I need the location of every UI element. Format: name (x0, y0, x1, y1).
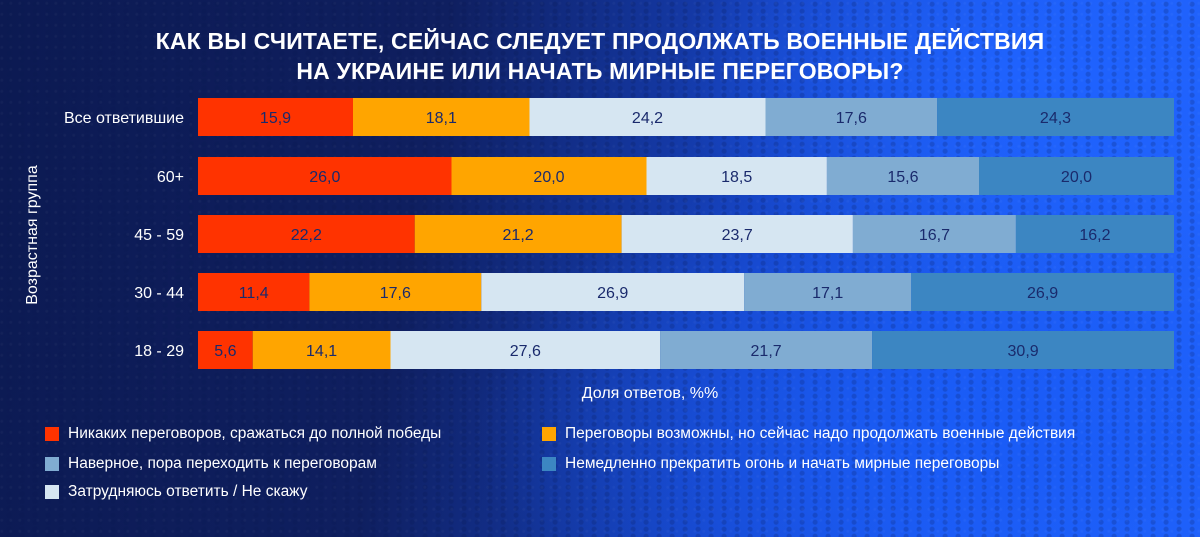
value-label: 30,9 (1008, 343, 1039, 360)
value-label: 22,2 (291, 227, 322, 244)
legend-swatch (45, 427, 59, 441)
legend-swatch (45, 457, 59, 471)
bar-segment (826, 157, 979, 195)
legend-swatch (542, 427, 556, 441)
value-label: 20,0 (533, 169, 564, 186)
value-label: 24,3 (1040, 110, 1071, 127)
bar-segment (198, 98, 353, 136)
value-label: 20,0 (1061, 169, 1092, 186)
bar-segment (765, 98, 938, 136)
legend-item-continue-military: Переговоры возможны, но сейчас надо прод… (542, 424, 1075, 444)
legend-item-no-negotiations: Никаких переговоров, сражаться до полной… (45, 424, 441, 444)
value-label: 17,6 (836, 110, 867, 127)
value-label: 15,6 (887, 169, 918, 186)
legend-item-time-to-negotiate: Наверное, пора переходить к переговорам (45, 454, 377, 474)
legend-label: Немедленно прекратить огонь и начать мир… (565, 455, 1000, 472)
chart-title-line-2: НА УКРАИНЕ ИЛИ НАЧАТЬ МИРНЫЕ ПЕРЕГОВОРЫ? (296, 58, 904, 84)
bar-segment (198, 215, 415, 253)
value-label: 27,6 (510, 343, 541, 360)
legend-label: Переговоры возможны, но сейчас надо прод… (565, 425, 1076, 442)
legend-label: Затрудняюсь ответить / Не скажу (68, 483, 308, 500)
bar-segment (979, 157, 1174, 195)
value-label: 24,2 (632, 110, 663, 127)
bar-segment (1015, 215, 1174, 253)
legend-label: Наверное, пора переходить к переговорам (68, 455, 377, 472)
category-label: 60+ (157, 169, 184, 186)
bar-segment (937, 98, 1174, 136)
category-label: 18 - 29 (134, 343, 184, 360)
value-label: 16,7 (919, 227, 950, 244)
value-label: 17,6 (380, 285, 411, 302)
bar-segment (621, 215, 853, 253)
value-label: 21,7 (751, 343, 782, 360)
chart-title-line-1: КАК ВЫ СЧИТАЕТЕ, СЕЙЧАС СЛЕДУЕТ ПРОДОЛЖА… (155, 28, 1045, 54)
x-axis-label: Доля ответов, %% (582, 385, 718, 402)
bar-segment (852, 215, 1016, 253)
value-label: 16,2 (1079, 227, 1110, 244)
bar-segment (872, 331, 1174, 369)
bar-segment (911, 273, 1174, 311)
value-label: 23,7 (722, 227, 753, 244)
value-label: 17,1 (812, 285, 843, 302)
bar-segment (660, 331, 873, 369)
value-label: 11,4 (239, 285, 269, 302)
bar-segment (309, 273, 482, 311)
bar-segment (481, 273, 745, 311)
value-label: 18,5 (721, 169, 752, 186)
value-label: 18,1 (426, 110, 457, 127)
value-label: 26,9 (597, 285, 628, 302)
chart-title: КАК ВЫ СЧИТАЕТЕ, СЕЙЧАС СЛЕДУЕТ ПРОДОЛЖА… (0, 26, 1200, 86)
legend-label: Никаких переговоров, сражаться до полной… (68, 425, 442, 442)
value-label: 26,9 (1027, 285, 1058, 302)
bars-group: 15,9 18,1 24,2 17,6 24,3 26,0 20,0 18,5 15,6 20,0… (198, 98, 1174, 369)
bar-segment (744, 273, 912, 311)
legend-swatch (45, 485, 59, 499)
legend-item-undecided: Затрудняюсь ответить / Не скажу (45, 482, 307, 502)
bar-segment (353, 98, 530, 136)
bar-segment (252, 331, 391, 369)
bar-segment (198, 331, 253, 369)
category-label: Все ответившие (64, 110, 184, 127)
legend-swatch (542, 457, 556, 471)
legend-item-ceasefire-now: Немедленно прекратить огонь и начать мир… (542, 454, 999, 474)
value-label: 14,1 (306, 343, 337, 360)
bar-segment (529, 98, 766, 136)
bar-segment (414, 215, 622, 253)
value-label: 21,2 (503, 227, 534, 244)
category-label: 45 - 59 (134, 227, 184, 244)
bar-segment (451, 157, 647, 195)
value-label: 15,9 (260, 110, 291, 127)
bar-segment (390, 331, 661, 369)
value-label: 5,6 (214, 343, 236, 360)
y-axis-label: Возрастная группа (24, 165, 41, 305)
legend: Никаких переговоров, сражаться до полной… (45, 424, 1185, 524)
bar-segment (646, 157, 827, 195)
category-labels: Все ответившие 60+ 45 - 59 30 - 44 18 - 29 (64, 110, 184, 360)
bar-segment (198, 157, 452, 195)
bar-segment (198, 273, 310, 311)
category-label: 30 - 44 (134, 285, 184, 302)
value-label: 26,0 (309, 169, 340, 186)
